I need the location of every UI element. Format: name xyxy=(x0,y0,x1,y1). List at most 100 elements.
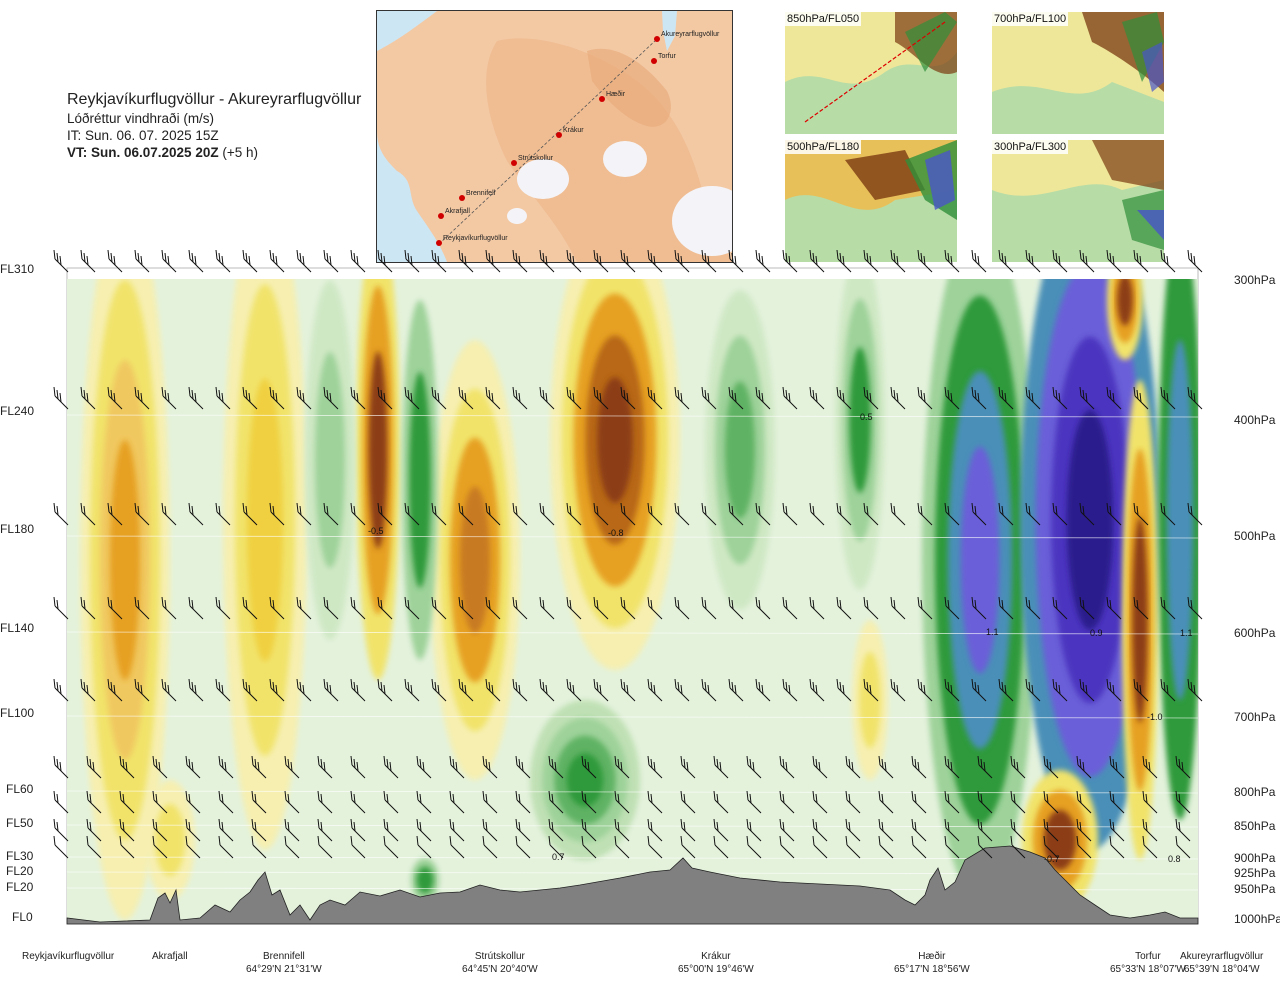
wind-barb xyxy=(53,790,69,814)
wind-barb xyxy=(152,818,168,842)
wind-barb xyxy=(998,502,1014,526)
wind-barb xyxy=(269,678,285,702)
wind-barb xyxy=(878,835,894,859)
thumbnail-500hpa[interactable]: 500hPa/FL180 xyxy=(785,140,957,262)
route-title: Reykjavíkurflugvöllur - Akureyrarflugvöl… xyxy=(67,91,362,108)
value-label: -0.5 xyxy=(368,526,384,536)
x-label-akureyri: Akureyrarflugvöllur 65°39'N 18°04'W xyxy=(1180,950,1263,976)
wind-barb xyxy=(944,502,960,526)
wind-barb xyxy=(404,502,420,526)
wind-barb xyxy=(1106,386,1122,410)
wind-barb xyxy=(404,596,420,620)
fl-gridline xyxy=(66,631,1199,635)
vertical-velocity-field xyxy=(80,279,1198,920)
fl-label-60: FL60 xyxy=(6,782,34,796)
wind-barb xyxy=(890,249,906,273)
x-label-akrafjall-name: Akrafjall xyxy=(152,951,188,962)
wind-barb xyxy=(782,249,798,273)
wind-barb xyxy=(215,596,231,620)
map-label-reykjavik: Reykjavíkurflugvöllur xyxy=(443,235,508,242)
wind-barb xyxy=(998,596,1014,620)
wind-barb xyxy=(242,502,258,526)
thumbnail-300hpa[interactable]: 300hPa/FL300 xyxy=(992,140,1164,262)
wind-barb xyxy=(944,835,960,859)
x-label-torfur-name: Torfur xyxy=(1135,951,1161,962)
wind-barb xyxy=(728,678,744,702)
wind-barb xyxy=(86,835,102,859)
map-label-torfur: Torfur xyxy=(658,53,677,60)
wind-barb xyxy=(1079,596,1095,620)
wind-barb xyxy=(539,249,555,273)
fl-gridline xyxy=(66,715,1199,719)
wind-barb xyxy=(188,386,204,410)
wind-barb xyxy=(416,818,432,842)
wind-barb xyxy=(80,249,96,273)
wind-barb xyxy=(1106,596,1122,620)
wind-barb xyxy=(323,386,339,410)
wind-barb xyxy=(284,755,300,779)
wind-barb xyxy=(1142,790,1158,814)
wind-barb xyxy=(296,596,312,620)
wind-barb xyxy=(1079,502,1095,526)
wind-barb xyxy=(350,249,366,273)
wind-barb xyxy=(296,386,312,410)
wind-barb xyxy=(119,818,135,842)
fl-label-180: FL180 xyxy=(0,522,35,536)
hpa-label-950: 950hPa xyxy=(1234,882,1276,896)
value-label: -0.7 xyxy=(1044,854,1060,864)
wind-barb xyxy=(713,818,729,842)
wind-barb xyxy=(53,249,69,273)
wind-barb xyxy=(548,818,564,842)
wind-barb xyxy=(134,386,150,410)
wind-barb xyxy=(53,818,69,842)
wind-barb xyxy=(836,502,852,526)
hpa-label-800: 800hPa xyxy=(1234,785,1276,799)
map-label-akrafjall: Akrafjall xyxy=(445,208,470,215)
wind-barb xyxy=(134,596,150,620)
wind-barb xyxy=(1025,249,1041,273)
wind-barb xyxy=(431,678,447,702)
x-label-torfur: Torfur 65°33'N 18°07'W xyxy=(1110,950,1186,976)
value-label: 0.5 xyxy=(860,412,873,422)
wind-barb xyxy=(977,790,993,814)
wind-barb xyxy=(296,502,312,526)
wind-barb xyxy=(296,249,312,273)
wind-barb xyxy=(512,386,528,410)
x-label-reykjavik-name: Reykjavíkurflugvöllur xyxy=(22,951,115,962)
wind-barb xyxy=(647,386,663,410)
wind-barb xyxy=(80,502,96,526)
wind-barb xyxy=(218,755,234,779)
wind-barb xyxy=(620,249,636,273)
velocity-cell xyxy=(110,440,140,680)
wind-barb xyxy=(1025,386,1041,410)
wind-barb xyxy=(539,502,555,526)
wind-barb xyxy=(593,502,609,526)
wind-barb xyxy=(917,386,933,410)
wind-barb xyxy=(119,755,135,779)
wind-barb xyxy=(1109,790,1125,814)
wind-barb xyxy=(755,678,771,702)
wind-barb xyxy=(1025,678,1041,702)
route-map: Akureyrarflugvöllur Torfur Hæðir Krákur … xyxy=(376,10,733,263)
fl-label-310: FL310 xyxy=(0,262,35,276)
thumbnail-700hpa[interactable]: 700hPa/FL100 xyxy=(992,12,1164,134)
wind-barb xyxy=(782,678,798,702)
wind-barb xyxy=(746,835,762,859)
wind-barb xyxy=(944,386,960,410)
wind-barb xyxy=(878,790,894,814)
thumbnail-850hpa[interactable]: 850hPa/FL050 xyxy=(785,12,957,134)
map-marker-brennifell xyxy=(459,195,465,201)
wind-barb xyxy=(242,386,258,410)
wind-barb xyxy=(449,790,465,814)
x-label-strutskollur-coord: 64°45'N 20°40'W xyxy=(462,964,538,975)
wind-barb xyxy=(53,596,69,620)
wind-barb xyxy=(701,596,717,620)
wind-barb xyxy=(188,502,204,526)
velocity-cell xyxy=(859,652,881,748)
hpa-label-925: 925hPa xyxy=(1234,866,1276,880)
wind-barb xyxy=(53,755,69,779)
wind-barb xyxy=(620,678,636,702)
value-label: -0.8 xyxy=(608,528,624,538)
wind-barb xyxy=(581,755,597,779)
wind-barb xyxy=(647,596,663,620)
